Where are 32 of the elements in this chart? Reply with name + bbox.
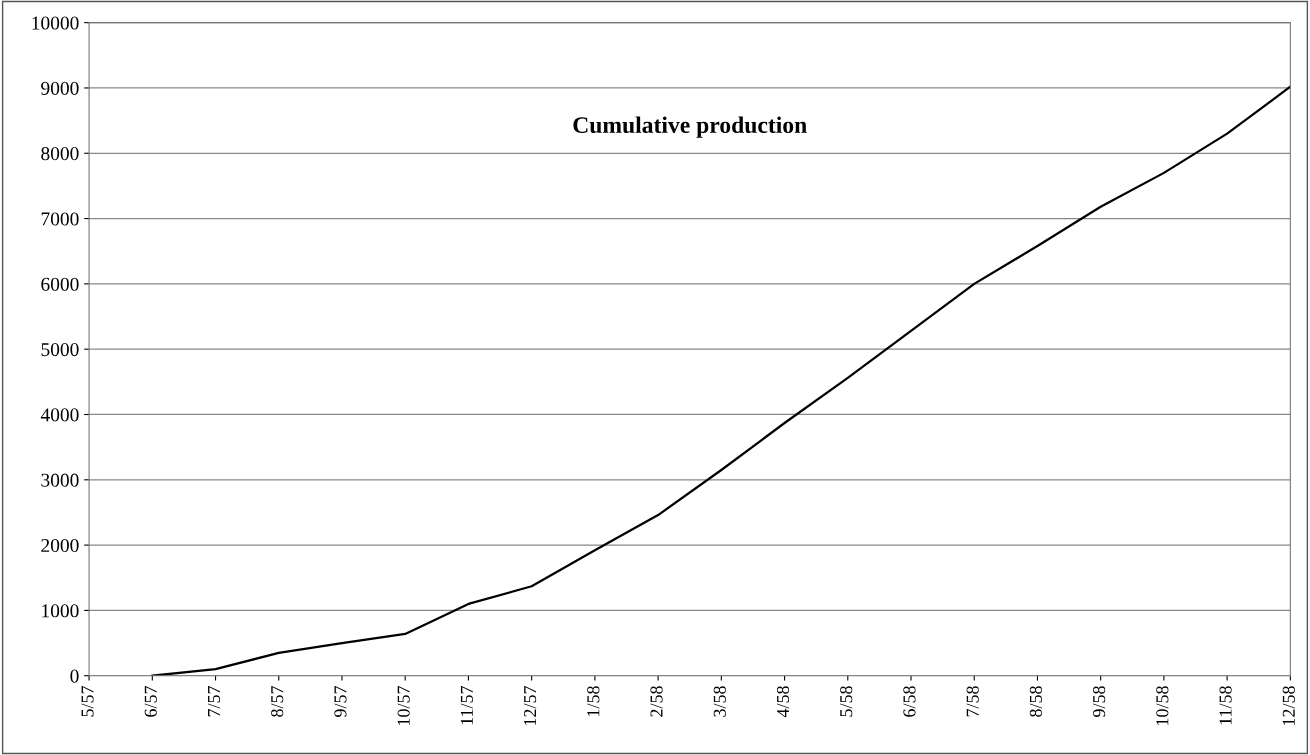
x-tick-label: 10/58 [1156,686,1169,725]
y-tick-label: 0 [70,669,79,683]
x-tick-label: 2/58 [650,686,663,717]
y-tick-label: 2000 [41,538,79,553]
y-tick-label: 5000 [41,343,79,357]
x-tick-label: 4/58 [776,686,790,718]
x-tick-label: 8/58 [1029,686,1042,717]
x-tick-label: 12/57 [524,685,537,725]
y-tick-label: 3000 [41,473,79,487]
x-tick-label: 9/57 [334,685,347,717]
x-tick-label: 3/58 [713,686,726,717]
x-tick-label: 5/57 [81,685,94,717]
x-tick-label: 10/57 [397,685,410,725]
y-tick-label: 7000 [41,212,79,226]
x-tick-label: 6/58 [903,686,916,717]
x-tick-label: 7/58 [966,686,979,717]
text: Cumulative production [573,116,807,138]
y-tick-label: 4000 [40,408,79,422]
x-tick-label: 7/57 [207,685,221,717]
y-tick-label: 6000 [41,277,79,291]
x-tick-label: 11/57 [460,685,473,725]
x-tick-label: 9/58 [1093,686,1106,717]
x-tick-label: 6/57 [144,685,157,717]
y-tick-label: 1000 [42,604,79,618]
x-tick-label: 5/58 [840,686,853,717]
x-tick-label: 1/58 [587,686,600,716]
y-tick-label: 9000 [41,81,79,95]
x-tick-label: 12/58 [1282,686,1295,725]
y-tick-label: 8000 [41,147,79,161]
y-tick-label: 10000 [32,16,79,30]
x-tick-label: 8/57 [271,685,284,717]
x-tick-label: 11/58 [1219,686,1232,725]
